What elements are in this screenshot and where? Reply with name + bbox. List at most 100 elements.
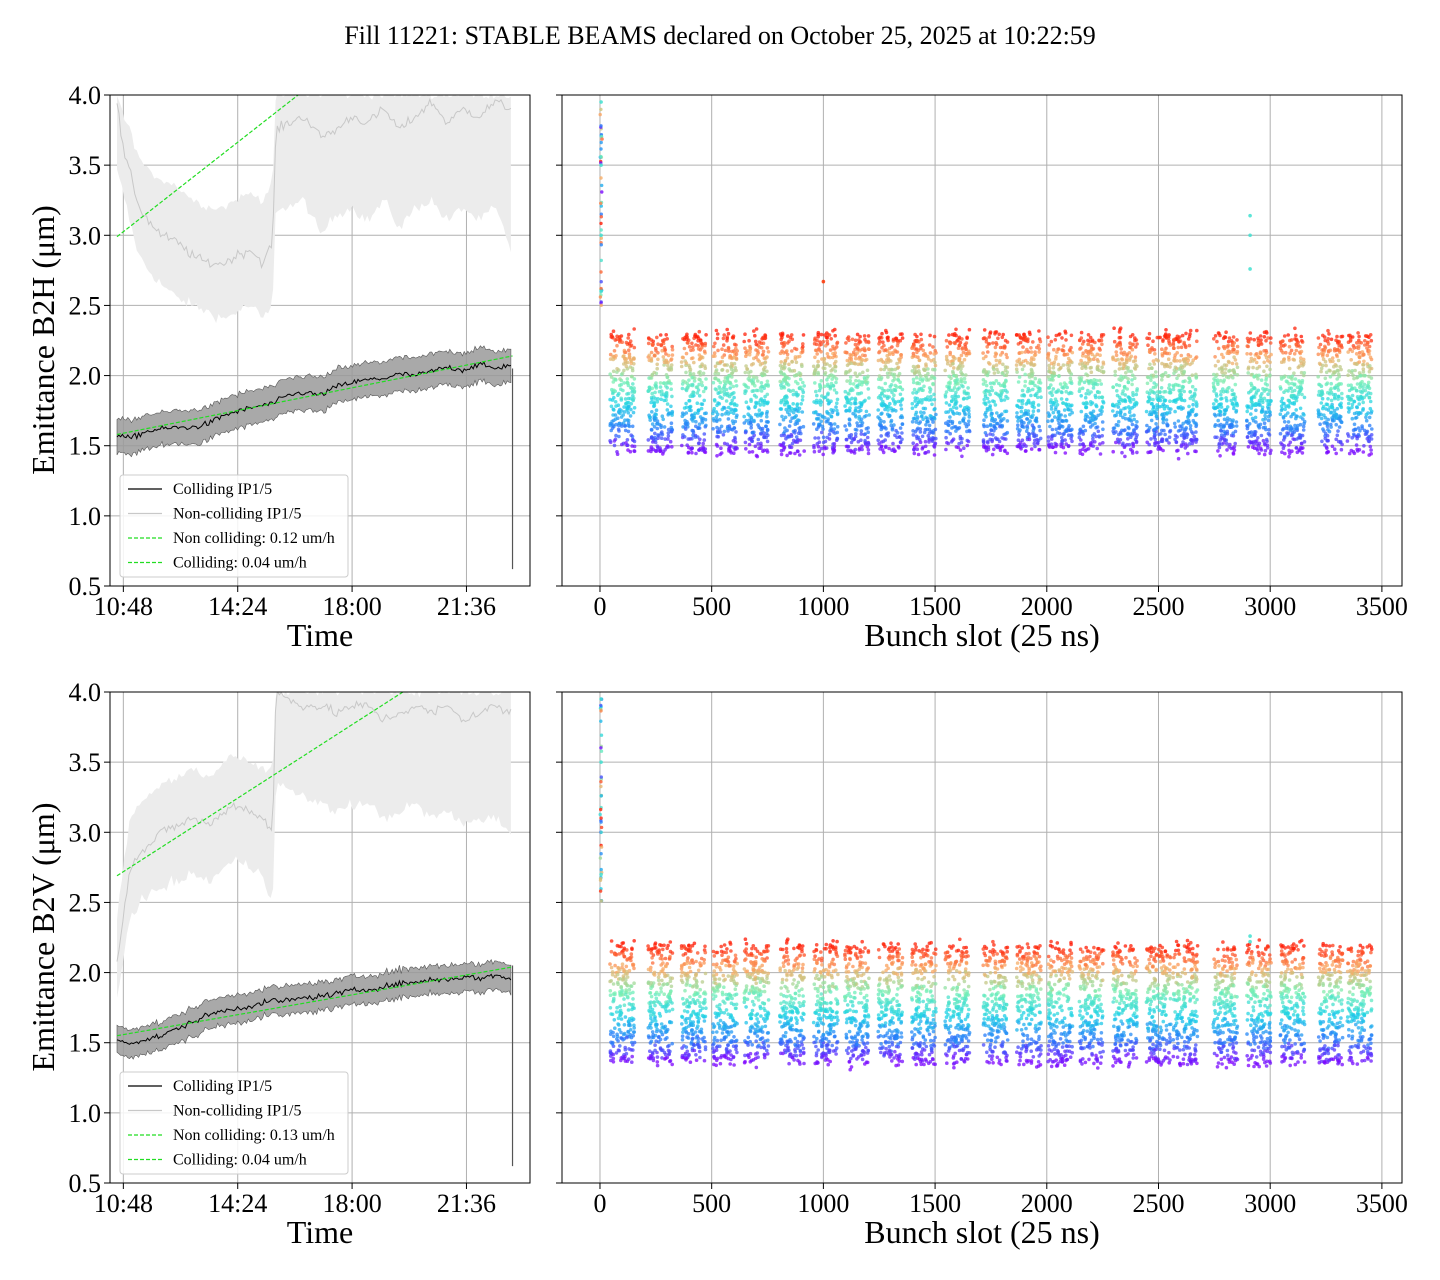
bunch-point <box>860 447 864 452</box>
bunch-point <box>1038 381 1043 385</box>
bunch-point <box>922 367 926 372</box>
bunch-point <box>1246 445 1251 449</box>
bunch-point <box>990 388 995 393</box>
bunch-point <box>1144 409 1149 414</box>
bunch-point <box>1056 388 1061 393</box>
bunch-point <box>1162 406 1167 411</box>
bunch-point <box>1021 345 1025 349</box>
bunch-point <box>611 329 616 334</box>
bunch-point <box>864 357 869 362</box>
bunch-point <box>1218 413 1223 417</box>
bunch-point <box>1171 346 1176 351</box>
bunch-point <box>1287 454 1291 459</box>
bunch-point <box>1187 404 1191 409</box>
bunch-point <box>697 408 701 412</box>
bunch-point <box>1159 432 1163 436</box>
bunch-point <box>1178 424 1182 429</box>
bunch-point <box>1029 346 1033 350</box>
bunch-point <box>1259 351 1263 355</box>
bunch-point <box>1282 359 1286 364</box>
bunch-point <box>1095 446 1099 451</box>
bunch-point <box>933 367 937 372</box>
bunch-point <box>693 435 698 439</box>
colliding-line <box>116 361 511 441</box>
bunch-point <box>1086 333 1091 337</box>
bunch-point <box>1031 413 1035 417</box>
bunch-point <box>652 370 656 375</box>
bunch-point <box>692 376 697 380</box>
bunch-point <box>1234 420 1239 424</box>
bunch-point <box>1063 438 1067 442</box>
bunch-point <box>1187 376 1192 381</box>
bunch-point <box>682 406 687 410</box>
bunch-point <box>748 344 752 349</box>
bunch-point <box>1262 396 1267 401</box>
bunch-point <box>964 373 968 377</box>
bunch-point <box>846 448 850 453</box>
bunch-point <box>823 371 828 375</box>
bunch-point <box>1001 332 1005 337</box>
bunch-point <box>1249 412 1253 416</box>
bunch-point <box>780 414 784 419</box>
bunch-point <box>794 379 798 384</box>
bunch-point <box>817 388 822 393</box>
bunch-point <box>699 406 704 411</box>
bunch-point <box>914 391 919 395</box>
bunch-point <box>831 450 835 455</box>
bunch-point <box>718 395 722 399</box>
bunch-point <box>952 333 957 338</box>
bunch-point <box>684 421 688 426</box>
bunch-point <box>1328 348 1333 353</box>
bunch-point <box>608 372 612 377</box>
bunch-point <box>956 394 961 399</box>
bunch-point <box>966 422 971 427</box>
bunch-point <box>1225 429 1230 434</box>
bunch-point <box>959 379 963 384</box>
bunch-point <box>1176 373 1181 378</box>
bunch-point <box>1334 422 1338 427</box>
bunch-point <box>656 433 660 437</box>
bunch-point <box>662 398 666 403</box>
bunch-point <box>1361 362 1365 367</box>
bunch-point <box>1064 389 1068 394</box>
bunch-point <box>1171 387 1176 392</box>
bunch-point <box>893 400 898 404</box>
bunch-point <box>720 355 725 360</box>
bunch-point <box>916 435 921 440</box>
bunch-point <box>922 411 926 415</box>
bunch-point <box>1292 411 1296 416</box>
bunch-point <box>1068 376 1073 381</box>
bunch-point <box>762 356 767 361</box>
bunch-point <box>1175 435 1179 439</box>
bunch-point <box>795 394 799 398</box>
bunch-point <box>798 377 803 382</box>
bunch-point <box>698 364 703 369</box>
bunch-point <box>1350 386 1355 391</box>
bunch-point <box>759 412 764 416</box>
bunch-point <box>600 137 604 141</box>
bunch-point <box>725 376 730 380</box>
bunch-point <box>1337 394 1341 399</box>
bunch-point <box>845 398 850 403</box>
bunch-point <box>1219 405 1224 409</box>
bunch-point <box>877 442 881 446</box>
bunch-point <box>1113 413 1117 418</box>
bunch-point <box>819 430 824 435</box>
bunch-point <box>1061 349 1066 353</box>
bunch-point <box>628 396 633 401</box>
bunch-point <box>1354 415 1359 420</box>
bunch-point <box>1211 405 1216 410</box>
bunch-point <box>697 422 702 427</box>
bunch-point <box>892 374 896 379</box>
bunch-point <box>983 412 987 417</box>
bunch-point <box>762 398 767 403</box>
bunch-point <box>1360 379 1364 384</box>
bunch-point <box>834 377 839 381</box>
bunch-point <box>750 431 755 435</box>
bunch-point <box>1235 365 1240 370</box>
bunch-point <box>656 436 660 441</box>
bunch-point <box>928 414 933 418</box>
bunch-point <box>948 341 952 346</box>
bunch-point <box>926 449 931 454</box>
bunch-point <box>1130 343 1135 347</box>
